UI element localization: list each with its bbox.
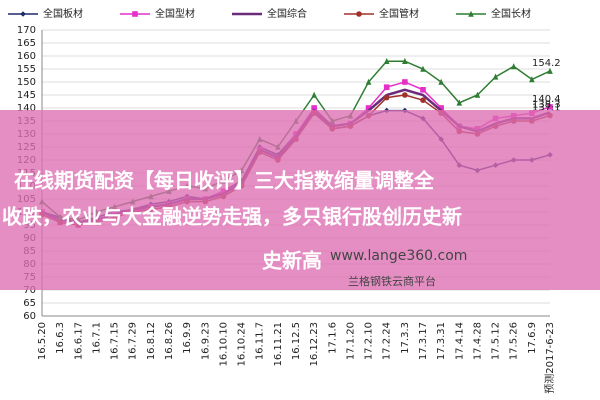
x-tick-label: 16.12.5 [291, 322, 302, 360]
y-tick-label: 140 [17, 103, 36, 114]
x-tick-label: 17.3.3 [400, 322, 411, 354]
marker [492, 73, 499, 80]
marker [438, 78, 444, 85]
marker [529, 76, 535, 83]
banner-line: 在线期货配资【每日收评】三大指数缩量调整全 [14, 169, 435, 193]
legend-marker [356, 11, 362, 17]
x-tick-label: 16.11.21 [273, 322, 284, 367]
x-tick-label: 16.8.26 [164, 322, 175, 360]
marker [383, 57, 390, 64]
y-tick-label: 165 [17, 38, 36, 49]
watermark-url: www.lange360.com [330, 248, 467, 264]
marker [420, 97, 426, 103]
x-tick-label: 16.10.24 [237, 322, 248, 367]
x-tick-label: 16.6.3 [55, 322, 66, 354]
legend-marker [468, 10, 474, 17]
x-tick-label: 16.11.7 [255, 322, 266, 360]
y-tick-label: 70 [23, 285, 36, 296]
x-tick-label: 16.10.10 [218, 322, 229, 367]
marker [547, 104, 553, 110]
x-tick-label: 17.5.12 [491, 322, 502, 360]
marker [402, 79, 408, 85]
banner [0, 110, 600, 290]
marker [383, 94, 390, 101]
marker [383, 84, 390, 90]
x-tick-label: 17.4.14 [454, 322, 465, 360]
y-tick-label: 155 [17, 64, 36, 75]
x-tick-label: 16.7.15 [110, 322, 121, 360]
x-tick-label: 17.1.20 [345, 322, 356, 360]
marker [456, 99, 463, 106]
y-tick-label: 170 [17, 25, 36, 36]
x-tick-label: 16.9.23 [200, 322, 211, 360]
x-tick-label: 17.2.10 [364, 322, 375, 360]
x-tick-label: 16.7.1 [91, 322, 102, 354]
x-tick-label: 16.9.9 [182, 322, 193, 354]
banner-line: 史新高 [262, 249, 322, 273]
y-tick-label: 150 [17, 77, 36, 88]
legend-label: 全国板材 [43, 7, 83, 20]
legend-label: 全国型材 [155, 7, 195, 20]
legend-label: 全国综合 [267, 7, 307, 20]
watermark-company: 兰格钢铁云商平台 [348, 274, 436, 288]
legend-label: 全国长材 [491, 7, 531, 20]
x-tick-label: 17.4.28 [472, 322, 483, 360]
value-label: 154.2 [532, 58, 561, 69]
marker [420, 87, 426, 93]
marker [420, 65, 426, 72]
x-tick-label: 17.3.31 [436, 322, 447, 360]
x-tick-label: 16.8.12 [146, 322, 157, 360]
marker [311, 91, 317, 98]
x-tick-label: 17.6.9 [527, 322, 538, 354]
marker [311, 105, 317, 111]
x-tick-label: 17.3.17 [418, 322, 429, 360]
value-label: 138.3 [532, 99, 561, 110]
x-tick-label: 17.2.24 [382, 322, 393, 360]
x-tick-label: 16.5.20 [37, 322, 48, 360]
y-tick-label: 160 [17, 51, 36, 62]
legend-marker [132, 11, 138, 17]
marker [402, 92, 408, 98]
x-tick-label: 16.6.17 [73, 322, 84, 360]
marker [547, 67, 553, 74]
banner-line: 收跌，农业与大金融逆势走强，多只银行股创历史新 [2, 205, 462, 229]
value-label: 140.4 [532, 94, 561, 105]
legend-marker [20, 11, 26, 17]
marker [365, 78, 372, 85]
legend-label: 全国管材 [379, 7, 419, 20]
x-tick-label: 16.7.29 [128, 322, 139, 360]
x-tick-label: 预测2017-6-23 [543, 322, 556, 394]
x-tick-label: 16.12.23 [309, 322, 320, 367]
x-tick-label: 17.5.26 [509, 322, 520, 360]
y-tick-label: 145 [17, 90, 36, 101]
marker [438, 105, 444, 111]
y-tick-label: 60 [23, 311, 36, 322]
x-tick-label: 17.1.6 [327, 322, 338, 354]
marker [402, 57, 408, 64]
y-tick-label: 65 [23, 298, 36, 309]
marker [365, 105, 372, 111]
marker [474, 91, 481, 98]
value-label: 137.1 [532, 103, 561, 114]
marker [510, 63, 517, 70]
